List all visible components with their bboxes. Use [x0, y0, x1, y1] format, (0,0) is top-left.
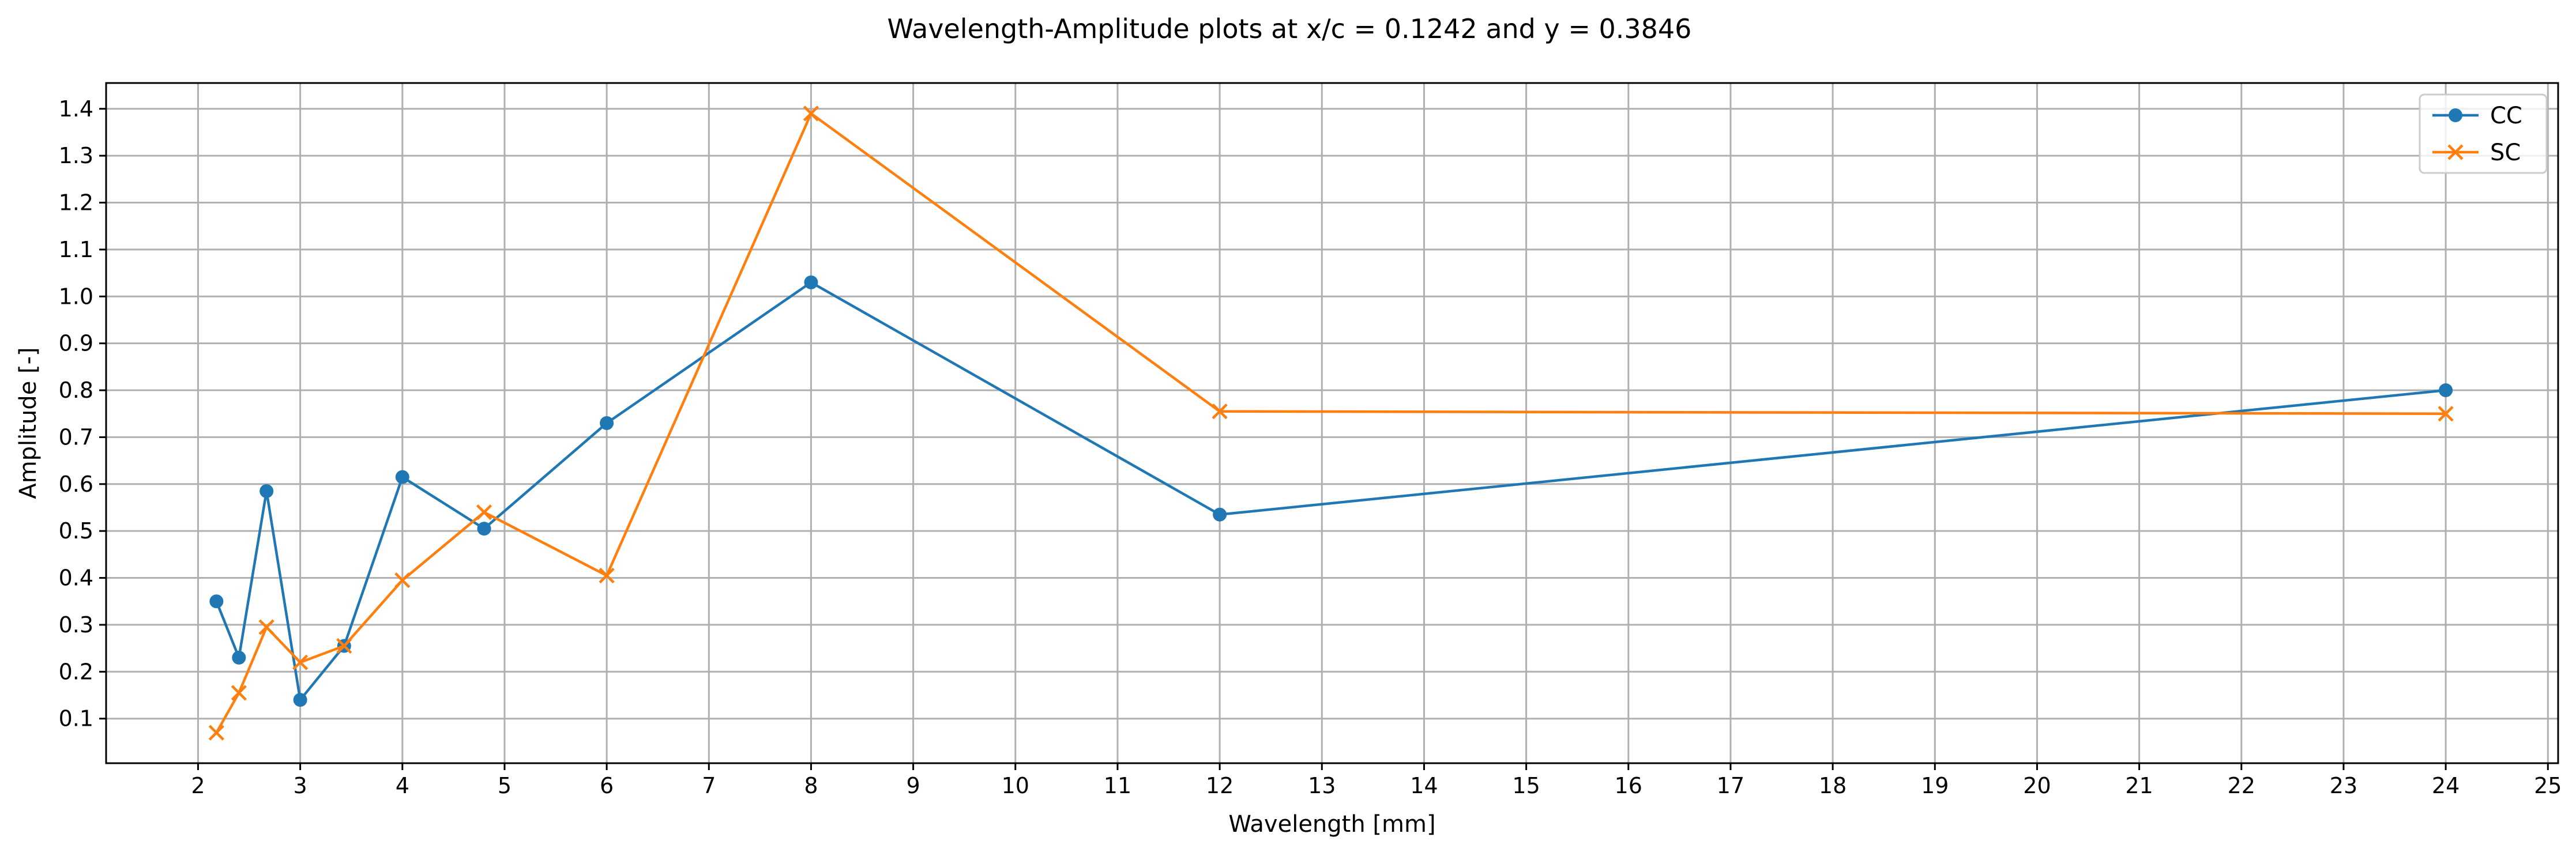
y-axis-ticks: 0.1 0.2 0.3 0.4 0.5 0.6 0.7 0.8 0.9 1.0 1.1 1.2 1.3 1…: [59, 96, 106, 731]
x-tick-label: 22: [2228, 773, 2255, 798]
y-tick-label: 0.8: [59, 378, 93, 403]
series-cc-point: [232, 650, 246, 665]
legend-cc-marker: [2449, 108, 2462, 122]
y-tick-label: 0.1: [59, 706, 93, 731]
y-tick-label: 0.6: [59, 472, 93, 497]
y-tick-label: 0.7: [59, 424, 93, 450]
series-cc-point: [477, 522, 491, 536]
x-tick-label: 8: [804, 773, 818, 798]
legend-cc-label: CC: [2490, 103, 2522, 129]
series-sc-point: [599, 567, 615, 584]
series-sc-point: [258, 619, 274, 635]
x-tick-label: 19: [1921, 773, 1949, 798]
series-sc-point: [292, 654, 309, 670]
x-tick-label: 13: [1308, 773, 1336, 798]
x-tick-label: 10: [1002, 773, 1029, 798]
y-axis-label: Amplitude [-]: [15, 347, 42, 499]
series-cc-point: [209, 594, 224, 609]
series-sc-point: [231, 685, 247, 701]
legend-box: [2419, 93, 2548, 174]
series-cc-point: [804, 275, 818, 289]
x-tick-label: 3: [294, 773, 307, 798]
plot-frame: [105, 82, 2559, 764]
y-tick-label: 1.0: [59, 284, 93, 309]
y-tick-label: 1.3: [59, 143, 93, 168]
gridlines: [106, 83, 2558, 763]
series-layer: [208, 105, 2454, 741]
x-tick-label: 12: [1206, 773, 1234, 798]
chart-title: Wavelength-Amplitude plots at x/c = 0.12…: [888, 13, 1692, 44]
y-tick-label: 0.9: [59, 331, 93, 356]
x-tick-label: 17: [1717, 773, 1744, 798]
legend-sc-label: SC: [2490, 139, 2521, 166]
series-sc: [208, 105, 2454, 741]
y-tick-label: 0.2: [59, 659, 93, 684]
x-tick-label: 15: [1512, 773, 1540, 798]
series-cc-point: [395, 470, 409, 484]
x-tick-label: 7: [702, 773, 716, 798]
x-tick-label: 18: [1819, 773, 1847, 798]
x-tick-label: 23: [2330, 773, 2357, 798]
x-tick-label: 6: [600, 773, 614, 798]
y-tick-label: 0.5: [59, 518, 93, 544]
series-sc-point: [336, 638, 352, 654]
x-tick-label: 16: [1615, 773, 1642, 798]
series-sc-point: [2438, 406, 2454, 422]
y-tick-label: 1.4: [59, 96, 93, 122]
series-sc-point: [394, 572, 411, 589]
x-tick-label: 21: [2125, 773, 2153, 798]
series-cc-point: [293, 693, 307, 707]
x-tick-label: 9: [907, 773, 920, 798]
y-tick-label: 1.2: [59, 190, 93, 216]
series-sc-point: [208, 725, 224, 741]
series-cc-point: [600, 416, 614, 430]
series-sc-point: [803, 105, 819, 122]
x-tick-label: 14: [1410, 773, 1438, 798]
x-tick-label: 4: [396, 773, 409, 798]
x-tick-label: 11: [1104, 773, 1131, 798]
series-cc-point: [1213, 507, 1227, 522]
x-tick-label: 5: [498, 773, 512, 798]
x-tick-label: 25: [2534, 773, 2562, 798]
y-tick-label: 1.1: [59, 237, 93, 262]
series-sc-point: [476, 504, 492, 521]
x-tick-label: 24: [2432, 773, 2460, 798]
legend-sc-marker: [2447, 144, 2464, 160]
series-cc-point: [2439, 383, 2453, 398]
series-cc: [209, 275, 2453, 707]
x-tick-label: 20: [2023, 773, 2051, 798]
x-axis-ticks: 2 3 4 5 6 7 8 9 10 11 12 13 14 15 16 17 18 19 20 21 22 23 24 25: [191, 763, 2562, 798]
x-tick-label: 2: [191, 773, 205, 798]
y-tick-label: 0.4: [59, 565, 93, 591]
series-sc-point: [1212, 404, 1228, 420]
x-axis-label: Wavelength [mm]: [1228, 811, 1435, 838]
legend: CC SC: [2419, 93, 2548, 174]
y-tick-label: 0.3: [59, 612, 93, 638]
series-cc-point: [260, 484, 274, 498]
